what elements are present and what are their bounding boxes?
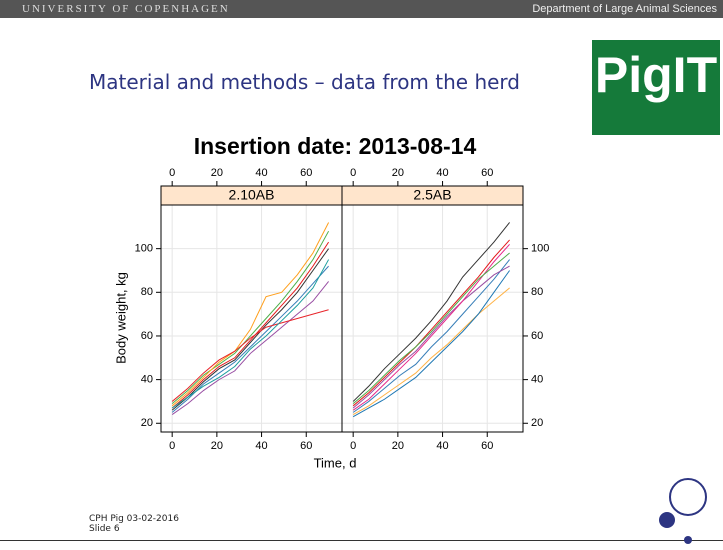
y-tick-label: 40 (141, 374, 153, 386)
chart-title: Insertion date: 2013-08-14 (194, 133, 477, 159)
x-tick-label-top: 0 (169, 167, 175, 179)
x-tick-label: 0 (350, 440, 356, 452)
x-tick-label: 40 (255, 440, 267, 452)
y-tick-label: 80 (141, 286, 153, 298)
series-line (352, 222, 510, 402)
series-line (352, 252, 510, 405)
y-tick-label: 60 (531, 330, 543, 342)
bottom-line (0, 540, 723, 541)
y-tick-label: 60 (141, 330, 153, 342)
footer-slide: Slide 6 (89, 524, 120, 534)
panel-frame (160, 204, 343, 433)
y-tick-label: 100 (531, 243, 549, 255)
x-tick-label-top: 20 (211, 167, 223, 179)
footer: CPH Pig 03-02-2016 Slide 6 (89, 514, 179, 534)
series-line (352, 265, 510, 409)
series-line (352, 287, 510, 415)
series-line (352, 239, 510, 407)
x-tick-label: 0 (169, 440, 175, 452)
strip-label: 2.5AB (413, 187, 451, 203)
y-tick-label: 80 (531, 286, 543, 298)
x-tick-label-top: 20 (392, 167, 404, 179)
x-tick-label: 40 (436, 440, 448, 452)
x-tick-label-top: 40 (255, 167, 267, 179)
header-left: UNIVERSITY OF COPENHAGEN (22, 3, 230, 15)
y-tick-label: 100 (135, 243, 153, 255)
dot (659, 512, 675, 528)
series-line (352, 270, 510, 418)
x-tick-label-top: 60 (300, 167, 312, 179)
x-tick-label: 20 (211, 440, 223, 452)
x-axis-label: Time, d (314, 455, 357, 470)
series-line (171, 222, 330, 407)
series-line (171, 230, 330, 405)
x-tick-label: 60 (481, 440, 493, 452)
y-tick-label: 40 (531, 374, 543, 386)
dot (684, 536, 692, 544)
series-line (352, 259, 510, 413)
logo: PigIT (592, 40, 720, 135)
x-tick-label: 20 (392, 440, 404, 452)
header-right: Department of Large Animal Sciences (532, 3, 717, 15)
x-tick-label-top: 60 (481, 167, 493, 179)
series-line (171, 259, 330, 409)
x-tick-label: 60 (300, 440, 312, 452)
series-line (171, 281, 329, 415)
x-tick-label-top: 0 (350, 167, 356, 179)
y-axis-label: Body weight, kg (113, 272, 128, 364)
series-line (171, 265, 329, 413)
series-line (171, 248, 329, 411)
header-bar: UNIVERSITY OF COPENHAGEN Department of L… (0, 0, 723, 18)
slide-title: Material and methods – data from the her… (89, 70, 520, 94)
seal (669, 478, 707, 516)
panel-frame (341, 204, 524, 433)
strip-label: 2.10AB (229, 187, 275, 203)
footer-date: CPH Pig 03-02-2016 (89, 514, 179, 524)
series-line (171, 309, 329, 402)
y-tick-label: 20 (531, 417, 543, 429)
y-tick-label: 20 (141, 417, 153, 429)
x-tick-label-top: 40 (436, 167, 448, 179)
series-line (171, 241, 330, 409)
